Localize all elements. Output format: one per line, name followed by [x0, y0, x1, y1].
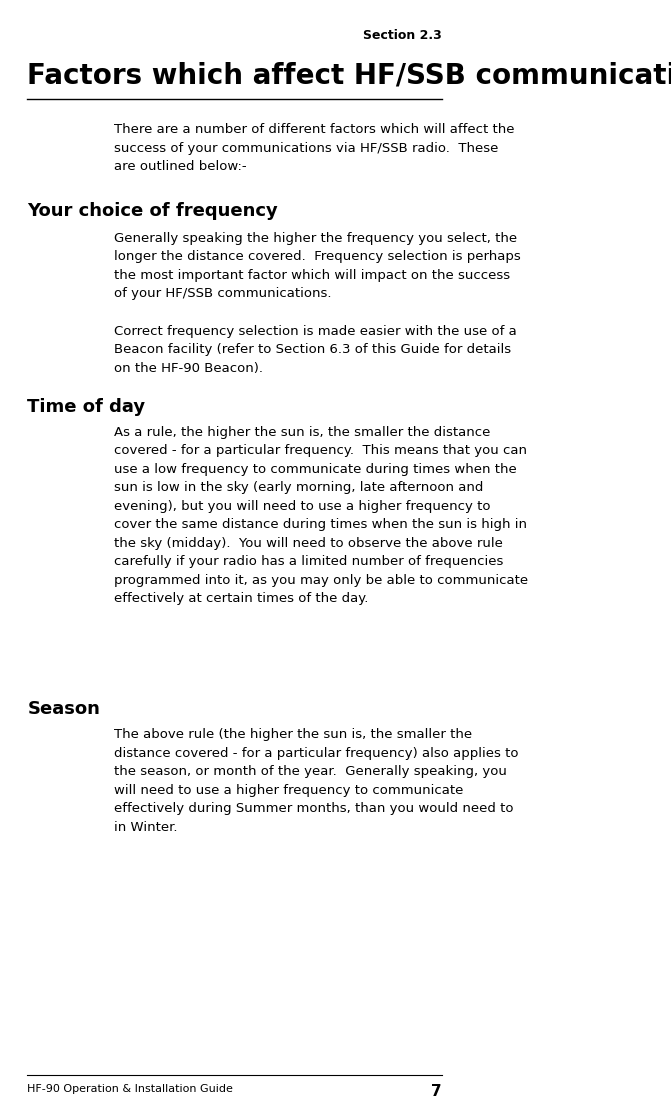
Text: Season: Season — [28, 700, 100, 718]
Text: Time of day: Time of day — [28, 398, 146, 416]
Text: 7: 7 — [431, 1084, 442, 1099]
Text: Factors which affect HF/SSB communications: Factors which affect HF/SSB communicatio… — [28, 62, 671, 90]
Text: There are a number of different factors which will affect the
success of your co: There are a number of different factors … — [114, 123, 515, 174]
Text: The above rule (the higher the sun is, the smaller the
distance covered - for a : The above rule (the higher the sun is, t… — [114, 728, 518, 833]
Text: Generally speaking the higher the frequency you select, the
longer the distance : Generally speaking the higher the freque… — [114, 232, 521, 300]
Text: Your choice of frequency: Your choice of frequency — [28, 202, 278, 220]
Text: Correct frequency selection is made easier with the use of a
Beacon facility (re: Correct frequency selection is made easi… — [114, 325, 517, 375]
Text: Section 2.3: Section 2.3 — [363, 29, 442, 43]
Text: As a rule, the higher the sun is, the smaller the distance
covered - for a parti: As a rule, the higher the sun is, the sm… — [114, 426, 528, 605]
Text: HF-90 Operation & Installation Guide: HF-90 Operation & Installation Guide — [28, 1084, 234, 1094]
